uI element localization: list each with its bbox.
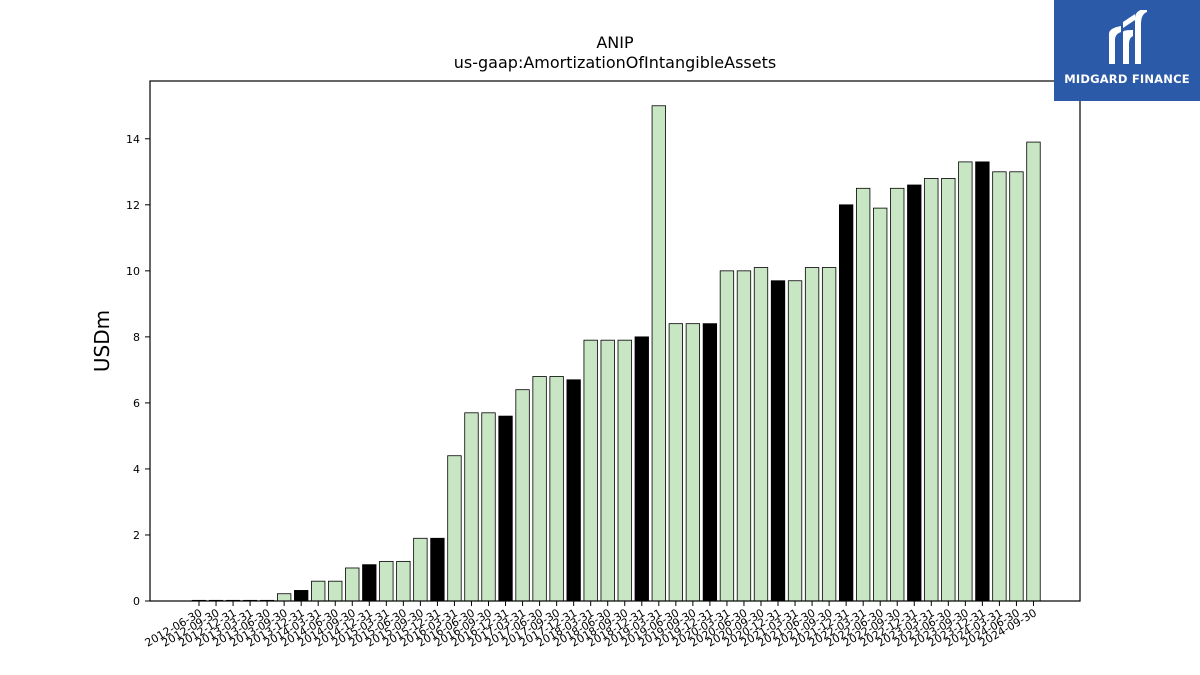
bar-2013-12-31 [294,590,309,602]
bar-2023-03-31 [924,177,939,602]
bar-2016-09-30 [481,412,496,602]
bar-2021-03-31 [787,280,803,602]
y-tick-label: 2 [133,529,140,542]
bar-2015-03-31 [379,560,394,602]
bar-2023-09-30 [958,161,973,602]
bar-2021-12-31 [838,204,854,602]
bar-2022-09-30 [890,187,905,602]
y-tick-label: 4 [133,463,140,476]
bar-2014-06-30 [328,580,343,602]
bars [191,105,1041,602]
y-tick-label: 12 [126,199,140,212]
bar-2018-06-30 [600,339,615,602]
bar-2020-12-31 [770,280,786,602]
bar-2016-12-31 [498,415,513,602]
midgard-logo-icon [1109,10,1147,64]
bar-2016-06-30 [464,412,479,602]
bar-2017-09-30 [549,376,564,602]
bar-2013-09-30 [276,593,292,602]
y-tick-label: 14 [126,133,140,146]
bar-2022-06-30 [873,207,888,602]
plot-frame [149,80,1081,602]
bar-2019-12-31 [702,323,718,602]
bar-2014-09-30 [345,567,360,602]
chart-title: ANIP [596,33,634,52]
bar-2017-03-31 [515,389,530,602]
bar-2019-03-31 [651,105,666,602]
bar-2024-03-31 [992,171,1007,602]
x-axis-ticks: 2012-06-302012-09-302012-12-312013-03-31… [143,601,1039,650]
y-axis-ticks: 0 2 4 6 8 10 12 14 [126,133,150,608]
bar-2021-09-30 [821,267,837,602]
y-tick-label: 0 [133,595,140,608]
bar-2024-06-30 [1009,171,1024,602]
bar-2024-09-30 [1026,141,1041,602]
y-tick-label: 8 [133,331,140,344]
brand-logo: MIDGARD FINANCE [1054,0,1200,101]
chart-subtitle: us-gaap:AmortizationOfIntangibleAssets [454,53,776,72]
bar-2020-06-30 [736,270,752,602]
bar-2023-12-31 [975,161,990,602]
bar-2017-12-31 [566,379,581,602]
bar-2020-03-31 [719,270,735,602]
bar-2021-06-30 [804,267,820,602]
y-tick-label: 6 [133,397,140,410]
bar-2018-03-31 [583,339,598,602]
bar-2014-03-31 [311,580,326,602]
bar-2022-12-31 [907,184,922,602]
bar-2016-03-31 [447,455,462,602]
bar-2023-06-30 [941,177,956,602]
brand-name: MIDGARD FINANCE [1064,72,1190,86]
bar-2019-06-30 [668,323,683,602]
bar-2018-12-31 [634,336,649,602]
bar-2015-09-30 [413,537,428,602]
bar-2020-09-30 [753,267,769,602]
bar-2022-03-31 [856,187,871,602]
bar-2017-06-30 [532,376,547,602]
bar-2018-09-30 [617,339,632,602]
y-tick-label: 10 [126,265,140,278]
bar-2015-06-30 [396,560,411,602]
bar-2019-09-30 [685,323,701,602]
y-axis-label: USDm [90,310,114,372]
bar-2014-12-31 [362,564,377,602]
bar-2015-12-31 [430,537,445,602]
